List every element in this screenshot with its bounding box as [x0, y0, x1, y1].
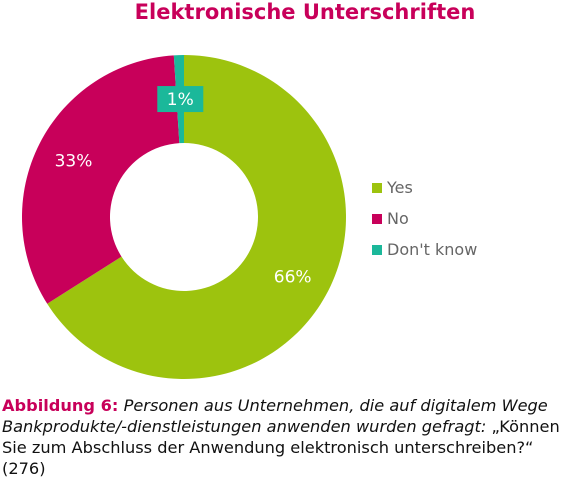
- caption-intro: Personen aus Unternehmen, die auf digita…: [2, 396, 548, 436]
- legend: Yes No Don't know: [372, 172, 477, 265]
- legend-item-dont-know: Don't know: [372, 234, 477, 265]
- chart-title: Elektronische Unterschriften: [134, 0, 476, 24]
- legend-label-no: No: [387, 209, 409, 228]
- data-label-yes: 66%: [274, 268, 312, 288]
- label-bg-dont-know: [157, 86, 204, 113]
- legend-swatch-dont-know: [372, 244, 382, 255]
- data-label-dont-know: 1%: [167, 90, 194, 110]
- caption-question: „Können Sie zum Abschluss der Anwendung …: [2, 417, 560, 478]
- figure-caption: Abbildung 6: Personen aus Unternehmen, d…: [2, 395, 574, 479]
- slice-yes: [47, 55, 346, 379]
- data-label-no: 33%: [55, 152, 93, 172]
- legend-swatch-yes: [372, 182, 382, 193]
- donut-chart: 66% 33% 1%: [21, 55, 346, 379]
- legend-item-no: No: [372, 203, 477, 234]
- legend-swatch-no: [372, 213, 382, 224]
- slice-no: [21, 55, 180, 304]
- legend-label-yes: Yes: [387, 178, 413, 197]
- legend-label-dont-know: Don't know: [387, 240, 478, 259]
- legend-item-yes: Yes: [372, 172, 477, 203]
- caption-label: Abbildung 6:: [2, 396, 119, 415]
